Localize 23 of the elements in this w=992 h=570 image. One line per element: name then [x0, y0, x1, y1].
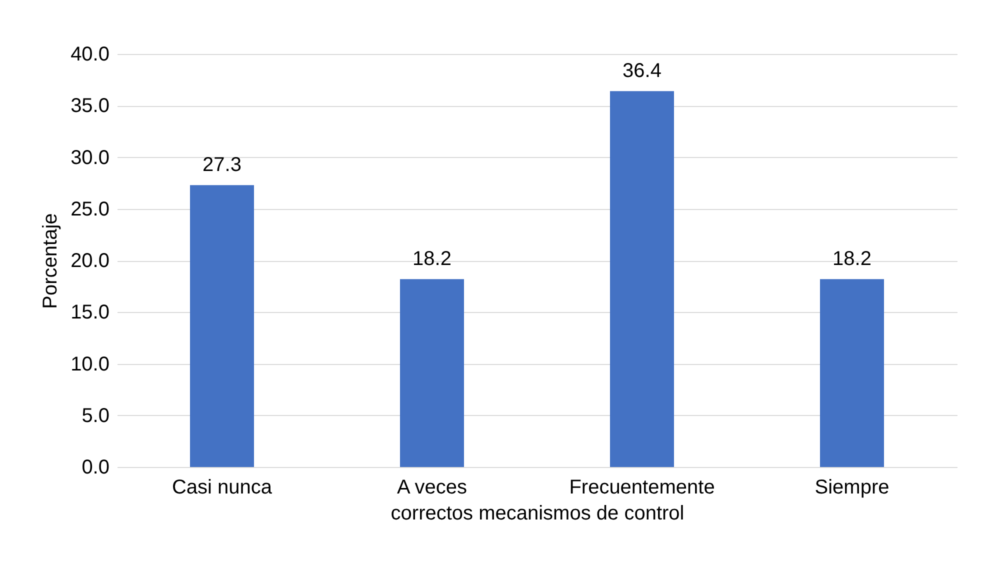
y-tick-label: 30.0 — [70, 146, 110, 169]
bar — [610, 91, 674, 467]
x-tick-label: A veces — [396, 476, 468, 498]
y-tick-label: 20.0 — [70, 250, 110, 272]
y-tick-label: 0.0 — [82, 456, 110, 478]
bar — [190, 185, 254, 467]
x-tick-label: Frecuentemente — [569, 476, 715, 498]
y-tick-label: 15.0 — [70, 302, 110, 324]
x-tick-label: Siempre — [814, 476, 890, 498]
data-label: 18.2 — [412, 248, 452, 270]
bar — [400, 279, 464, 467]
y-tick-label: 25.0 — [70, 198, 110, 220]
y-tick-label: 40.0 — [70, 44, 110, 66]
data-label: 27.3 — [202, 154, 242, 176]
y-tick-label: 5.0 — [82, 404, 110, 427]
y-axis-title: Porcentaje — [40, 213, 62, 309]
data-label: 18.2 — [832, 248, 872, 270]
data-label: 36.4 — [622, 60, 662, 82]
y-tick-label: 10.0 — [70, 353, 110, 376]
x-axis-title: correctos mecanismos de control — [390, 502, 684, 524]
x-tick-label: Casi nunca — [172, 476, 273, 498]
bar — [820, 279, 884, 467]
y-tick-label: 35.0 — [70, 95, 110, 118]
